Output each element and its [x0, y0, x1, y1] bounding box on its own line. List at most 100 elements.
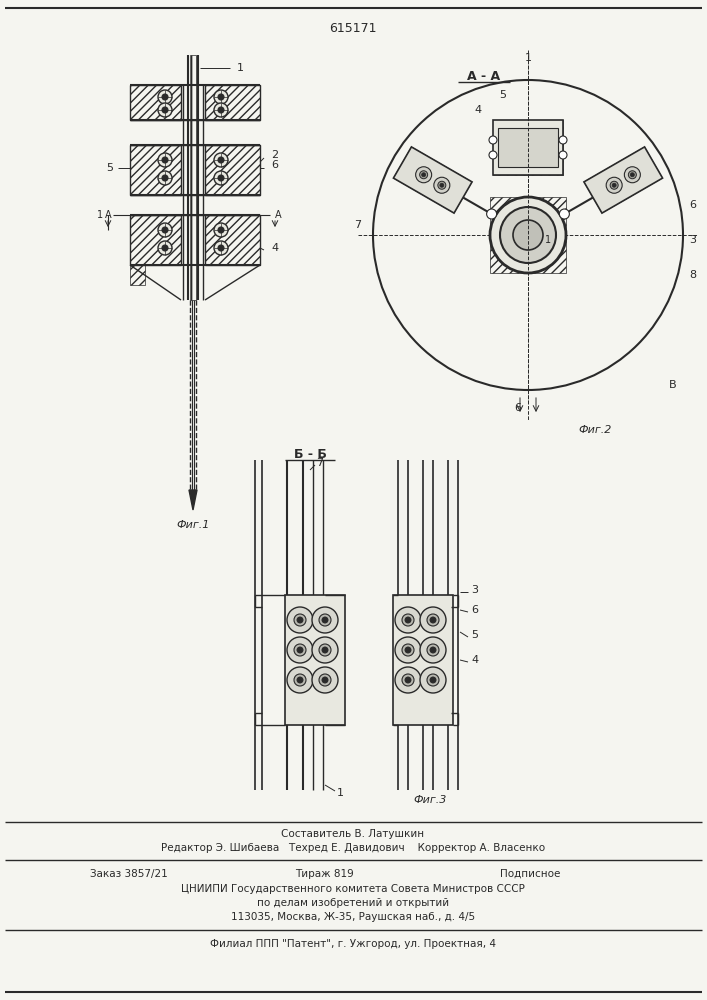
Circle shape: [416, 167, 432, 183]
Circle shape: [434, 177, 450, 193]
Circle shape: [214, 153, 228, 167]
Text: Фиг.2: Фиг.2: [578, 425, 612, 435]
Circle shape: [214, 90, 228, 104]
Bar: [130, 265, 145, 285]
Circle shape: [218, 245, 224, 251]
Circle shape: [162, 175, 168, 181]
Bar: [205, 215, 260, 265]
Text: 6: 6: [689, 200, 696, 210]
Text: А: А: [105, 210, 111, 220]
Text: 5: 5: [472, 630, 479, 640]
Text: 1: 1: [545, 235, 551, 245]
Circle shape: [294, 644, 306, 656]
Circle shape: [559, 136, 567, 144]
Text: А: А: [275, 210, 281, 220]
Bar: [498, 128, 558, 167]
Circle shape: [218, 175, 224, 181]
Circle shape: [158, 171, 172, 185]
Circle shape: [214, 223, 228, 237]
Circle shape: [162, 157, 168, 163]
Circle shape: [312, 667, 338, 693]
Circle shape: [294, 674, 306, 686]
Circle shape: [287, 607, 313, 633]
Text: А - А: А - А: [467, 70, 501, 84]
Text: 3: 3: [689, 235, 696, 245]
Circle shape: [218, 94, 224, 100]
Bar: [285, 595, 345, 725]
Circle shape: [218, 107, 224, 113]
Bar: [287, 637, 313, 663]
Text: ЦНИИПИ Государственного комитета Совета Министров СССР: ЦНИИПИ Государственного комитета Совета …: [181, 884, 525, 894]
Text: 2: 2: [271, 150, 279, 160]
Text: 615171: 615171: [329, 21, 377, 34]
Text: 1: 1: [337, 788, 344, 798]
Circle shape: [629, 171, 636, 179]
Bar: [205, 85, 260, 120]
Circle shape: [624, 167, 641, 183]
Circle shape: [606, 177, 622, 193]
Circle shape: [297, 617, 303, 623]
Circle shape: [427, 644, 439, 656]
Text: Составитель В. Латушкин: Составитель В. Латушкин: [281, 829, 425, 839]
Text: 7: 7: [317, 458, 324, 468]
Bar: [493, 120, 563, 175]
Bar: [312, 637, 338, 663]
Text: 113035, Москва, Ж-35, Раушская наб., д. 4/5: 113035, Москва, Ж-35, Раушская наб., д. …: [231, 912, 475, 922]
Polygon shape: [393, 147, 472, 213]
Bar: [490, 197, 566, 273]
Bar: [130, 215, 181, 265]
Circle shape: [395, 667, 421, 693]
Bar: [493, 120, 563, 175]
Bar: [287, 607, 313, 633]
Circle shape: [405, 647, 411, 653]
Bar: [287, 667, 313, 693]
Text: 4: 4: [271, 243, 279, 253]
Text: 4: 4: [474, 105, 481, 115]
Circle shape: [427, 614, 439, 626]
Bar: [205, 145, 260, 195]
Text: 8: 8: [689, 270, 696, 280]
Text: 6: 6: [515, 403, 522, 413]
Circle shape: [312, 607, 338, 633]
Circle shape: [430, 677, 436, 683]
Circle shape: [294, 614, 306, 626]
Bar: [130, 145, 181, 195]
Circle shape: [214, 103, 228, 117]
Circle shape: [430, 617, 436, 623]
Bar: [393, 595, 453, 725]
Bar: [312, 607, 338, 633]
Bar: [395, 637, 421, 663]
Circle shape: [322, 677, 328, 683]
Circle shape: [610, 181, 618, 189]
Bar: [130, 145, 181, 195]
Bar: [420, 667, 446, 693]
Polygon shape: [584, 147, 662, 213]
Circle shape: [319, 614, 331, 626]
Bar: [395, 607, 421, 633]
Circle shape: [158, 90, 172, 104]
Text: Фиг.3: Фиг.3: [414, 795, 447, 805]
Circle shape: [402, 644, 414, 656]
Text: Подписное: Подписное: [500, 869, 561, 879]
Text: 4: 4: [472, 655, 479, 665]
Circle shape: [489, 151, 497, 159]
Circle shape: [395, 607, 421, 633]
Circle shape: [214, 241, 228, 255]
Circle shape: [405, 677, 411, 683]
Circle shape: [158, 241, 172, 255]
Bar: [190, 85, 196, 120]
Circle shape: [500, 207, 556, 263]
Circle shape: [158, 223, 172, 237]
Circle shape: [427, 674, 439, 686]
Circle shape: [420, 667, 446, 693]
Circle shape: [420, 607, 446, 633]
Bar: [130, 85, 181, 120]
Bar: [190, 120, 196, 145]
Circle shape: [158, 103, 172, 117]
Bar: [312, 667, 338, 693]
Circle shape: [402, 674, 414, 686]
Circle shape: [218, 157, 224, 163]
Circle shape: [489, 136, 497, 144]
Text: 3: 3: [472, 585, 479, 595]
Text: 6: 6: [472, 605, 479, 615]
